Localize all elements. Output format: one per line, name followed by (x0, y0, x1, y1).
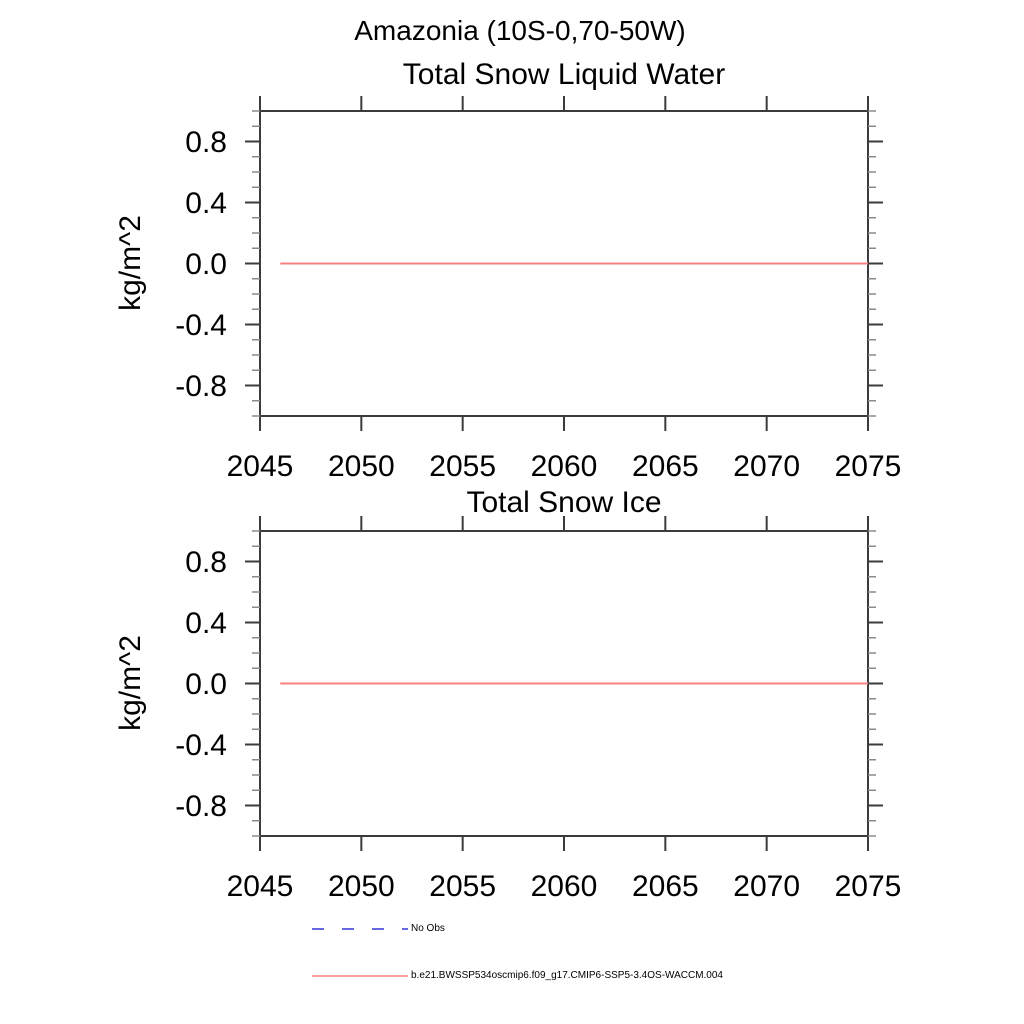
legend-entry-no-obs: No Obs (312, 922, 445, 936)
legend-label-model: b.e21.BWSSP534oscmip6.f09_g17.CMIP6-SSP5… (411, 970, 723, 981)
x-tick-label: 2045 (227, 870, 294, 903)
chart-1: 2045 2050 2055 2060 2065 2070 2075 0.8 0.4 0.0 -0.… (175, 96, 901, 483)
x-tick-label: 2070 (733, 450, 800, 483)
y-tick-label: -0.4 (175, 729, 227, 762)
x-tick-label: 2045 (227, 450, 294, 483)
y-tick-label: -0.8 (175, 790, 227, 823)
y-tick-label: -0.4 (175, 309, 227, 342)
y-tick-label: 0.0 (185, 668, 227, 701)
y-tick-label: 0.4 (185, 187, 227, 220)
chart-2: 2045 2050 2055 2060 2065 2070 2075 0.8 0.4 0.0 -0.… (175, 516, 901, 903)
y-tick-label: 0.8 (185, 126, 227, 159)
chart1-title: Total Snow Liquid Water (402, 58, 726, 91)
y-tick-label: -0.8 (175, 370, 227, 403)
legend-entry-model: b.e21.BWSSP534oscmip6.f09_g17.CMIP6-SSP5… (312, 969, 723, 983)
model-solid-line-swatch (312, 975, 408, 977)
figure-title: Amazonia (10S-0,70-50W) (354, 15, 686, 46)
chart2-title: Total Snow Ice (466, 486, 662, 519)
x-tick-label: 2060 (531, 450, 598, 483)
y-tick-label: 0.4 (185, 607, 227, 640)
x-tick-label: 2070 (733, 870, 800, 903)
y-tick-label: 0.8 (185, 546, 227, 579)
x-tick-label: 2065 (632, 870, 699, 903)
x-tick-label: 2075 (835, 450, 902, 483)
x-tick-label: 2055 (429, 450, 496, 483)
x-tick-label: 2055 (429, 870, 496, 903)
x-tick-label: 2060 (531, 870, 598, 903)
y-tick-label: 0.0 (185, 248, 227, 281)
x-tick-label: 2050 (328, 450, 395, 483)
no-obs-dashed-line-swatch (312, 928, 408, 930)
legend-label-no-obs: No Obs (411, 923, 445, 934)
x-tick-label: 2075 (835, 870, 902, 903)
x-tick-label: 2065 (632, 450, 699, 483)
x-tick-label: 2050 (328, 870, 395, 903)
